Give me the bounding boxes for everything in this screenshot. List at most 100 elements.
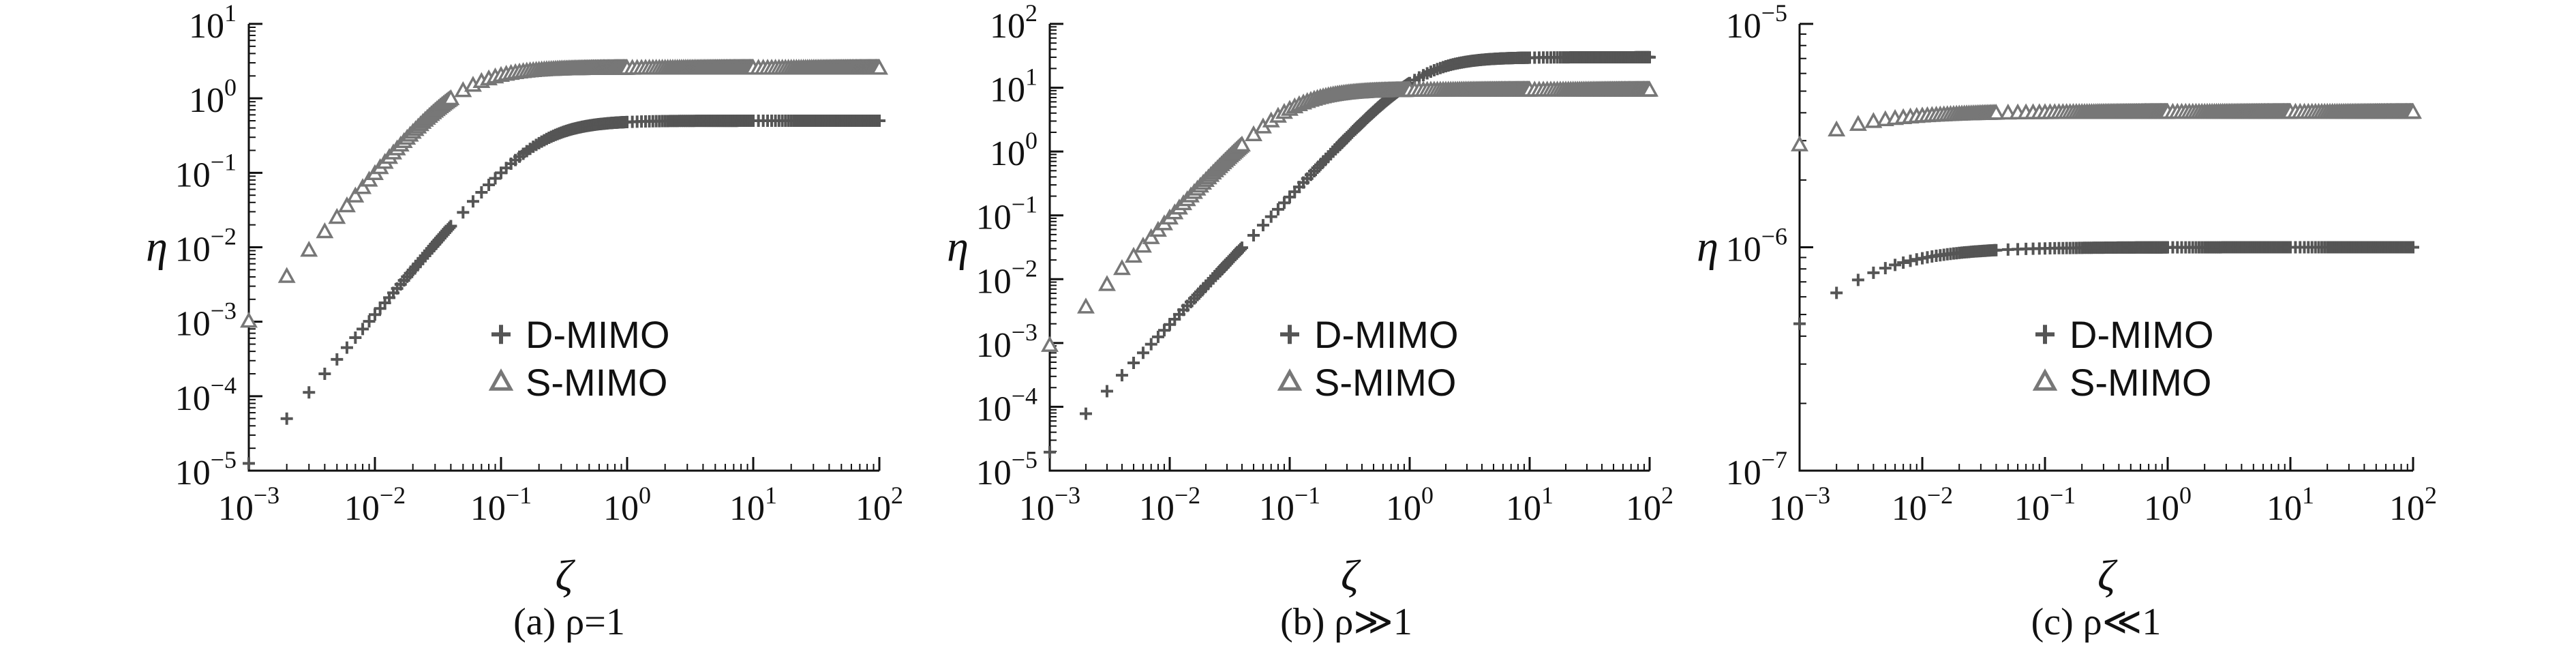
y-tick-label: 10−1 <box>175 148 237 194</box>
data-point-triangle <box>354 178 372 194</box>
x-tick-label: 10−2 <box>1892 482 1953 528</box>
y-tick-label: 100 <box>189 74 237 120</box>
data-point-plus <box>444 220 457 233</box>
y-tick-label: 10−4 <box>976 382 1037 428</box>
data-point-triangle <box>1097 275 1116 291</box>
data-point-triangle <box>1864 112 1883 128</box>
x-tick-label: 10−1 <box>2014 482 2076 528</box>
data-point-plus <box>1867 266 1880 279</box>
x-tick-label: 10−2 <box>1139 482 1200 528</box>
x-tick-label: 102 <box>1626 482 1673 528</box>
data-point-triangle <box>328 207 346 224</box>
data-point-triangle <box>1791 135 1808 151</box>
data-point-plus <box>303 386 316 399</box>
data-point-plus <box>349 331 362 344</box>
y-tick-label: 10−2 <box>976 254 1037 301</box>
legend-label: D-MIMO <box>526 313 670 356</box>
y-tick-label: 10−3 <box>976 319 1037 365</box>
panel-caption: (a) ρ=1 <box>513 601 625 643</box>
legend-label: D-MIMO <box>2070 313 2214 356</box>
data-point-plus <box>357 323 369 336</box>
y-axis-label: η <box>1697 222 1718 271</box>
y-tick-label: 100 <box>990 127 1037 173</box>
data-point-triangle <box>1077 297 1095 314</box>
data-point-plus <box>1115 369 1128 382</box>
y-tick-label: 102 <box>990 0 1037 46</box>
y-tick-label: 101 <box>990 63 1037 110</box>
data-point-triangle <box>1828 120 1846 137</box>
legend-marker-triangle <box>1277 368 1303 391</box>
data-point-plus <box>1793 317 1806 330</box>
data-point-plus <box>280 412 293 425</box>
series-s-mimo <box>240 59 888 328</box>
y-tick-label: 10−3 <box>175 297 237 344</box>
y-tick-label: 10−2 <box>175 223 237 269</box>
data-point-triangle <box>277 267 296 283</box>
data-point-triangle <box>1041 336 1059 352</box>
data-point-plus <box>1879 262 1892 275</box>
y-tick-label: 10−5 <box>1726 0 1787 46</box>
legend-marker-plus <box>2035 325 2055 344</box>
data-point-plus <box>243 457 255 470</box>
x-tick-label: 10−2 <box>344 482 406 528</box>
data-point-plus <box>1044 445 1056 458</box>
series-s-mimo <box>1791 102 2422 151</box>
legend-label: D-MIMO <box>1314 313 1459 356</box>
y-tick-label: 10−5 <box>175 446 237 492</box>
data-point-plus <box>489 172 502 185</box>
data-point-plus <box>1277 196 1290 209</box>
x-tick-label: 101 <box>2267 482 2314 528</box>
data-point-triangle <box>346 186 365 203</box>
data-point-triangle <box>240 312 258 328</box>
data-point-plus <box>331 353 344 366</box>
data-point-triangle <box>1112 259 1131 276</box>
y-tick-label: 10−5 <box>976 446 1037 492</box>
legend-marker-triangle <box>2032 368 2058 391</box>
data-point-plus <box>340 341 353 354</box>
x-axis-label: ζ <box>2097 551 2118 600</box>
data-point-plus <box>1151 330 1164 343</box>
data-point-plus <box>1256 219 1269 232</box>
data-point-plus <box>1830 286 1843 299</box>
series-s-mimo <box>1041 80 1658 352</box>
panel-caption: (c) ρ≪1 <box>2031 601 2162 643</box>
legend-marker-triangle <box>488 368 514 391</box>
x-tick-label: 102 <box>855 482 903 528</box>
data-point-plus <box>1100 385 1113 398</box>
data-point-triangle <box>1125 246 1142 263</box>
data-point-plus <box>1889 259 1902 271</box>
data-point-plus <box>369 308 381 321</box>
data-point-plus <box>1127 357 1140 370</box>
data-point-plus <box>1643 50 1656 63</box>
chart-panel-1: 10−3 10−2 10−1 100 101 102 10−5 10−4 10−3 10−2 10−… <box>146 0 903 643</box>
data-point-triangle <box>1987 104 2005 120</box>
chart-panel-3: 10−3 10−2 10−1 100 101 102 10−7 10−6 10−5 ζ η (c) ρ… <box>1697 0 2437 643</box>
data-point-plus <box>1904 254 1917 267</box>
legend-marker-plus <box>1280 325 1299 344</box>
data-point-triangle <box>1245 125 1262 142</box>
data-point-plus <box>457 206 470 219</box>
series-d-mimo <box>1793 241 2419 330</box>
x-tick-label: 101 <box>729 482 777 528</box>
x-tick-label: 102 <box>2389 482 2437 528</box>
y-axis-label: η <box>146 222 168 271</box>
panel-caption: (b) ρ≫1 <box>1280 601 1412 643</box>
legend-marker-plus <box>491 325 511 344</box>
data-point-plus <box>483 178 496 191</box>
data-point-plus <box>1247 229 1260 241</box>
x-tick-label: 10−1 <box>1259 482 1320 528</box>
series-d-mimo <box>1044 50 1656 458</box>
x-tick-label: 100 <box>1386 482 1434 528</box>
y-axis-label: η <box>947 222 969 271</box>
data-point-plus <box>2407 241 2419 254</box>
x-tick-label: 10−3 <box>1019 482 1080 528</box>
x-tick-label: 100 <box>603 482 651 528</box>
data-point-plus <box>1897 256 1910 269</box>
x-tick-label: 100 <box>2144 482 2192 528</box>
data-point-plus <box>1136 347 1149 359</box>
data-point-plus <box>1145 338 1157 351</box>
legend-label: S-MIMO <box>526 361 667 404</box>
data-point-plus <box>318 367 331 380</box>
data-point-plus <box>873 115 885 128</box>
